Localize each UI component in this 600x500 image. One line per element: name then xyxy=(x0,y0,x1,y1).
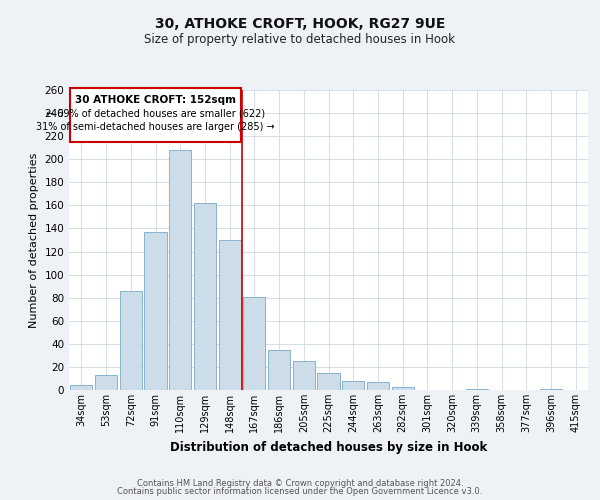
Bar xyxy=(367,382,389,390)
Text: Contains public sector information licensed under the Open Government Licence v3: Contains public sector information licen… xyxy=(118,487,482,496)
FancyBboxPatch shape xyxy=(70,88,241,142)
Bar xyxy=(268,350,290,390)
Text: Contains HM Land Registry data © Crown copyright and database right 2024.: Contains HM Land Registry data © Crown c… xyxy=(137,478,463,488)
Bar xyxy=(317,372,340,390)
X-axis label: Distribution of detached houses by size in Hook: Distribution of detached houses by size … xyxy=(170,440,487,454)
Text: 30 ATHOKE CROFT: 152sqm: 30 ATHOKE CROFT: 152sqm xyxy=(75,94,236,104)
Bar xyxy=(293,361,315,390)
Bar xyxy=(95,375,117,390)
Text: ← 69% of detached houses are smaller (622): ← 69% of detached houses are smaller (62… xyxy=(46,108,265,118)
Bar xyxy=(218,240,241,390)
Text: Size of property relative to detached houses in Hook: Size of property relative to detached ho… xyxy=(145,32,455,46)
Text: 31% of semi-detached houses are larger (285) →: 31% of semi-detached houses are larger (… xyxy=(36,122,275,132)
Bar xyxy=(466,389,488,390)
Bar xyxy=(342,381,364,390)
Bar xyxy=(194,203,216,390)
Bar xyxy=(145,232,167,390)
Bar xyxy=(540,389,562,390)
Bar xyxy=(169,150,191,390)
Bar xyxy=(70,386,92,390)
Text: 30, ATHOKE CROFT, HOOK, RG27 9UE: 30, ATHOKE CROFT, HOOK, RG27 9UE xyxy=(155,18,445,32)
Bar xyxy=(392,386,414,390)
Y-axis label: Number of detached properties: Number of detached properties xyxy=(29,152,39,328)
Bar xyxy=(119,291,142,390)
Bar xyxy=(243,296,265,390)
